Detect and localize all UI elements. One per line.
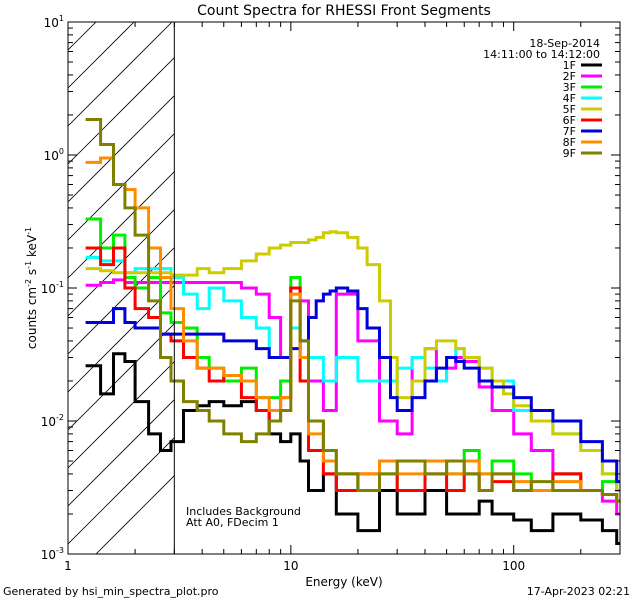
legend-label-2f: 2F xyxy=(563,70,576,83)
hatch-line xyxy=(68,399,175,507)
hatch-line xyxy=(68,22,97,51)
y-tick-label: 10-1 xyxy=(41,280,64,296)
y-tick-label: 10-2 xyxy=(41,413,64,429)
footer-generated-by: Generated by hsi_min_spectra_plot.pro xyxy=(3,585,219,598)
series-line-7f xyxy=(85,286,620,484)
y-tick-label: 101 xyxy=(44,14,64,30)
y-axis-label: counts cm-2 s-1 keV-1 xyxy=(24,227,39,349)
hatched-region xyxy=(68,22,175,554)
x-axis-label: Energy (keV) xyxy=(305,575,382,589)
hatch-line xyxy=(68,209,175,317)
chart-title: Count Spectra for RHESSI Front Segments xyxy=(197,3,491,19)
x-tick-label: 100 xyxy=(502,559,525,573)
series-layer xyxy=(85,118,620,545)
date-label: 18-Sep-2014 xyxy=(529,37,600,50)
y-tick-label: 100 xyxy=(44,147,64,163)
legend-label-4f: 4F xyxy=(563,92,576,105)
axis-ticks xyxy=(67,21,621,555)
hatch-line xyxy=(68,285,175,393)
series-line-5f xyxy=(85,230,620,492)
legend-label-9f: 9F xyxy=(563,147,576,160)
hatch-line xyxy=(68,247,175,355)
legend-label-5f: 5F xyxy=(563,103,576,116)
hatch-line xyxy=(95,475,175,554)
legend-label-3f: 3F xyxy=(563,81,576,94)
hatch-line xyxy=(68,361,175,469)
y-tick-label: 10-3 xyxy=(41,546,64,562)
y-tick-labels: 10-3 10-2 10-1 100 101 xyxy=(41,14,64,562)
note-background: Includes Background xyxy=(186,505,301,518)
hatch-line xyxy=(68,57,175,165)
hatch-line xyxy=(68,22,173,127)
legend-label-6f: 6F xyxy=(563,114,576,127)
hatch-line xyxy=(68,323,175,431)
x-tick-labels: 1 10 100 xyxy=(64,559,525,573)
series-line-9f xyxy=(85,118,620,503)
legend-label-1f: 1F xyxy=(563,59,576,72)
hatch-line xyxy=(68,22,135,89)
footer-timestamp: 17-Apr-2023 02:21 xyxy=(527,585,630,598)
legend-label-8f: 8F xyxy=(563,136,576,149)
hatch-line xyxy=(68,171,175,279)
x-tick-label: 10 xyxy=(283,559,298,573)
hatch-line xyxy=(68,133,175,241)
x-tick-label: 1 xyxy=(64,559,72,573)
note-attenuator: Att A0, FDecim 1 xyxy=(186,516,279,529)
time-range-label: 14:11:00 to 14:12:00 xyxy=(483,48,600,61)
hatch-line xyxy=(68,437,175,545)
legend-label-7f: 7F xyxy=(563,125,576,138)
hatch-line xyxy=(68,95,175,203)
series-line-2f xyxy=(85,278,620,516)
series-line-1f xyxy=(85,352,620,545)
